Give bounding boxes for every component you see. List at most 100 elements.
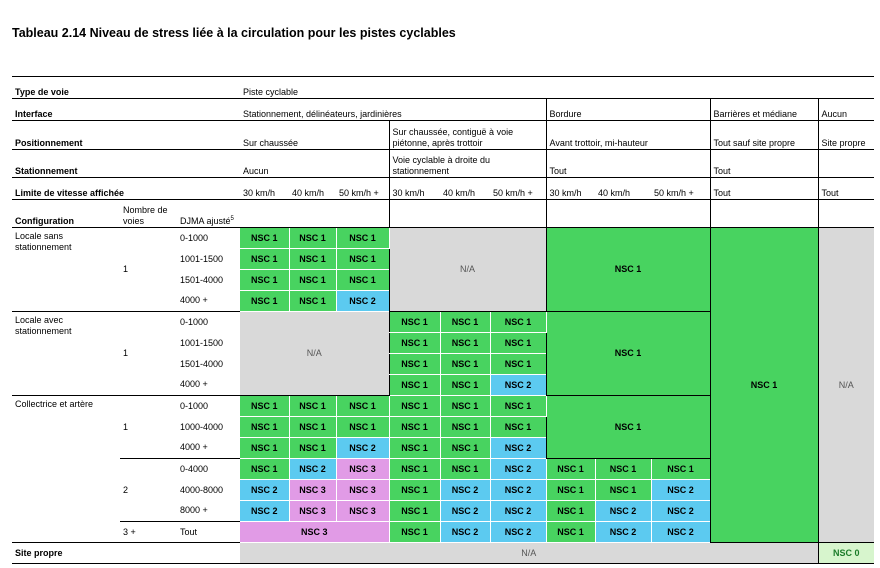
speed-tout: Tout — [709, 177, 818, 200]
speed-30: 30 km/h — [545, 177, 595, 200]
level-cell: NSC 1 — [440, 437, 491, 459]
level-cell: NSC 1 — [240, 395, 290, 417]
level-cell: NSC 1 — [545, 521, 596, 543]
level-cell: NSC 1 — [336, 248, 390, 270]
level-cell: NSC 2 — [490, 458, 547, 480]
lanes-value: 1 — [120, 227, 177, 312]
level-cell: NSC 1 — [336, 395, 390, 417]
interface-aucun: Aucun — [817, 98, 875, 121]
table-row: 4000-8000 NSC 2 NSC 3 NSC 3 NSC 1 NSC 2 … — [12, 479, 874, 501]
djma-value: 4000 + — [177, 437, 240, 459]
level-cell: NSC 2 — [440, 521, 491, 543]
position-site-propre: Site propre — [817, 120, 875, 150]
level-cell: NSC 1 — [545, 458, 596, 480]
table-row: Locale avec stationnement 1 0-1000 N/A N… — [12, 311, 874, 396]
level-cell: NSC 1 — [545, 395, 710, 459]
parking-tout-1: Tout — [545, 149, 710, 178]
level-cell: NSC 3 — [289, 479, 337, 501]
level-cell: NSC 1 — [440, 458, 491, 480]
type-value: Piste cyclable — [240, 76, 875, 99]
level-cell: NSC 3 — [240, 521, 390, 543]
level-cell: NSC 1 — [440, 332, 491, 354]
level-cell: NSC 1 — [289, 395, 337, 417]
level-cell: NSC 1 — [440, 374, 491, 396]
level-cell: NSC 1 — [388, 437, 441, 459]
level-cell: NSC 1 — [651, 458, 711, 480]
level-cell: NSC 1 — [240, 269, 290, 291]
table-row: 1001-1500 NSC 1 NSC 1 NSC 1 — [12, 248, 874, 270]
level-cell: NSC 2 — [240, 500, 290, 522]
table-row: 1000-4000 NSC 1 NSC 1 NSC 1 NSC 1 NSC 1 … — [12, 416, 874, 438]
table-row: 1001-1500 NSC 1 NSC 1 NSC 1 — [12, 332, 874, 354]
level-cell: NSC 1 — [289, 227, 337, 249]
level-cell: NSC 3 — [336, 479, 390, 501]
level-cell: NSC 1 — [388, 521, 441, 543]
djma-value: 0-1000 — [180, 232, 209, 243]
level-cell: NSC 1 — [289, 416, 337, 438]
level-cell: NSC 1 — [388, 353, 441, 375]
group-locale-avec: Locale avec stationnement — [12, 311, 120, 396]
interface-stationnement: Stationnement, délinéateurs, jardinières — [240, 98, 546, 121]
speed-50: 50 km/h + — [336, 177, 389, 200]
table-row: 1501-4000 NSC 1 NSC 1 NSC 1 — [12, 269, 874, 291]
level-cell: NSC 1 — [289, 269, 337, 291]
speed-50: 50 km/h + — [490, 177, 546, 200]
level-cell: NSC 2 — [240, 479, 290, 501]
config-label: Configuration — [12, 199, 120, 228]
level-cell-nsc0: NSC 0 — [817, 542, 875, 564]
speed-40: 40 km/h — [440, 177, 490, 200]
djma-value: 1001-1500 — [180, 253, 224, 264]
level-cell: NSC 1 — [545, 311, 710, 396]
table-row: Site propre N/A NSC 0 — [12, 542, 875, 564]
level-cell: NSC 3 — [336, 458, 390, 480]
speed-30: 30 km/h — [388, 177, 440, 200]
speed-30: 30 km/h — [240, 177, 289, 200]
table-row: 4000 + NSC 1 NSC 1 NSC 2 — [12, 290, 874, 312]
djma-value: 1001-1500 — [180, 337, 224, 348]
table-title: Tableau 2.14 Niveau de stress liée à la … — [12, 26, 456, 40]
parking-aucun: Aucun — [240, 149, 389, 178]
parking-label: Stationnement — [12, 149, 240, 178]
level-cell: NSC 3 — [289, 500, 337, 522]
speed-40: 40 km/h — [595, 177, 651, 200]
djma-label: DJMA ajusté5 — [177, 199, 240, 228]
level-cell: NSC 3 — [336, 500, 390, 522]
level-cell: NSC 1 — [490, 395, 547, 417]
stress-level-table: Type de voie Piste cyclable Interface St… — [12, 76, 875, 564]
lanes-value: 3 + — [123, 526, 136, 537]
level-cell: NSC 1 — [440, 395, 491, 417]
level-cell: NSC 1 — [336, 416, 390, 438]
interface-barrieres: Barrières et médiane — [709, 98, 818, 121]
type-label: Type de voie — [12, 76, 240, 99]
level-cell: NSC 2 — [289, 458, 337, 480]
djma-value: 4000-8000 — [180, 484, 224, 495]
lanes-label: Nombre de voies — [120, 199, 177, 228]
speed-tout: Tout — [817, 177, 875, 200]
table-row: 3 + Tout NSC 3 NSC 1 NSC 2 NSC 2 NSC 1 N… — [12, 521, 874, 543]
level-cell: NSC 1 — [490, 416, 547, 438]
level-cell: NSC 2 — [651, 479, 711, 501]
level-cell: NSC 1 — [336, 269, 390, 291]
level-cell: NSC 2 — [651, 521, 711, 543]
position-sur-chaussee: Sur chaussée — [240, 120, 389, 150]
level-cell: NSC 2 — [440, 500, 491, 522]
level-cell: NSC 2 — [440, 479, 491, 501]
level-cell-barrieres: NSC 1 — [709, 227, 818, 543]
level-cell: NSC 1 — [289, 290, 337, 312]
level-cell: NSC 1 — [388, 416, 441, 438]
djma-value: 4000 + — [177, 290, 240, 312]
level-cell: NSC 1 — [240, 248, 290, 270]
speed-40: 40 km/h — [289, 177, 336, 200]
parking-tout-2: Tout — [709, 149, 818, 178]
level-cell: NSC 1 — [388, 500, 441, 522]
djma-value: 4000 + — [177, 374, 240, 396]
level-cell: NSC 1 — [545, 479, 596, 501]
level-cell: NSC 1 — [595, 458, 652, 480]
level-cell: NSC 1 — [490, 311, 547, 333]
level-cell: NSC 1 — [240, 458, 290, 480]
position-label: Positionnement — [12, 120, 240, 150]
djma-value: 1501-4000 — [180, 358, 224, 369]
level-cell: NSC 2 — [490, 437, 547, 459]
table-row: 1501-4000 NSC 1 NSC 1 NSC 1 — [12, 353, 874, 375]
level-cell: NSC 2 — [651, 500, 711, 522]
